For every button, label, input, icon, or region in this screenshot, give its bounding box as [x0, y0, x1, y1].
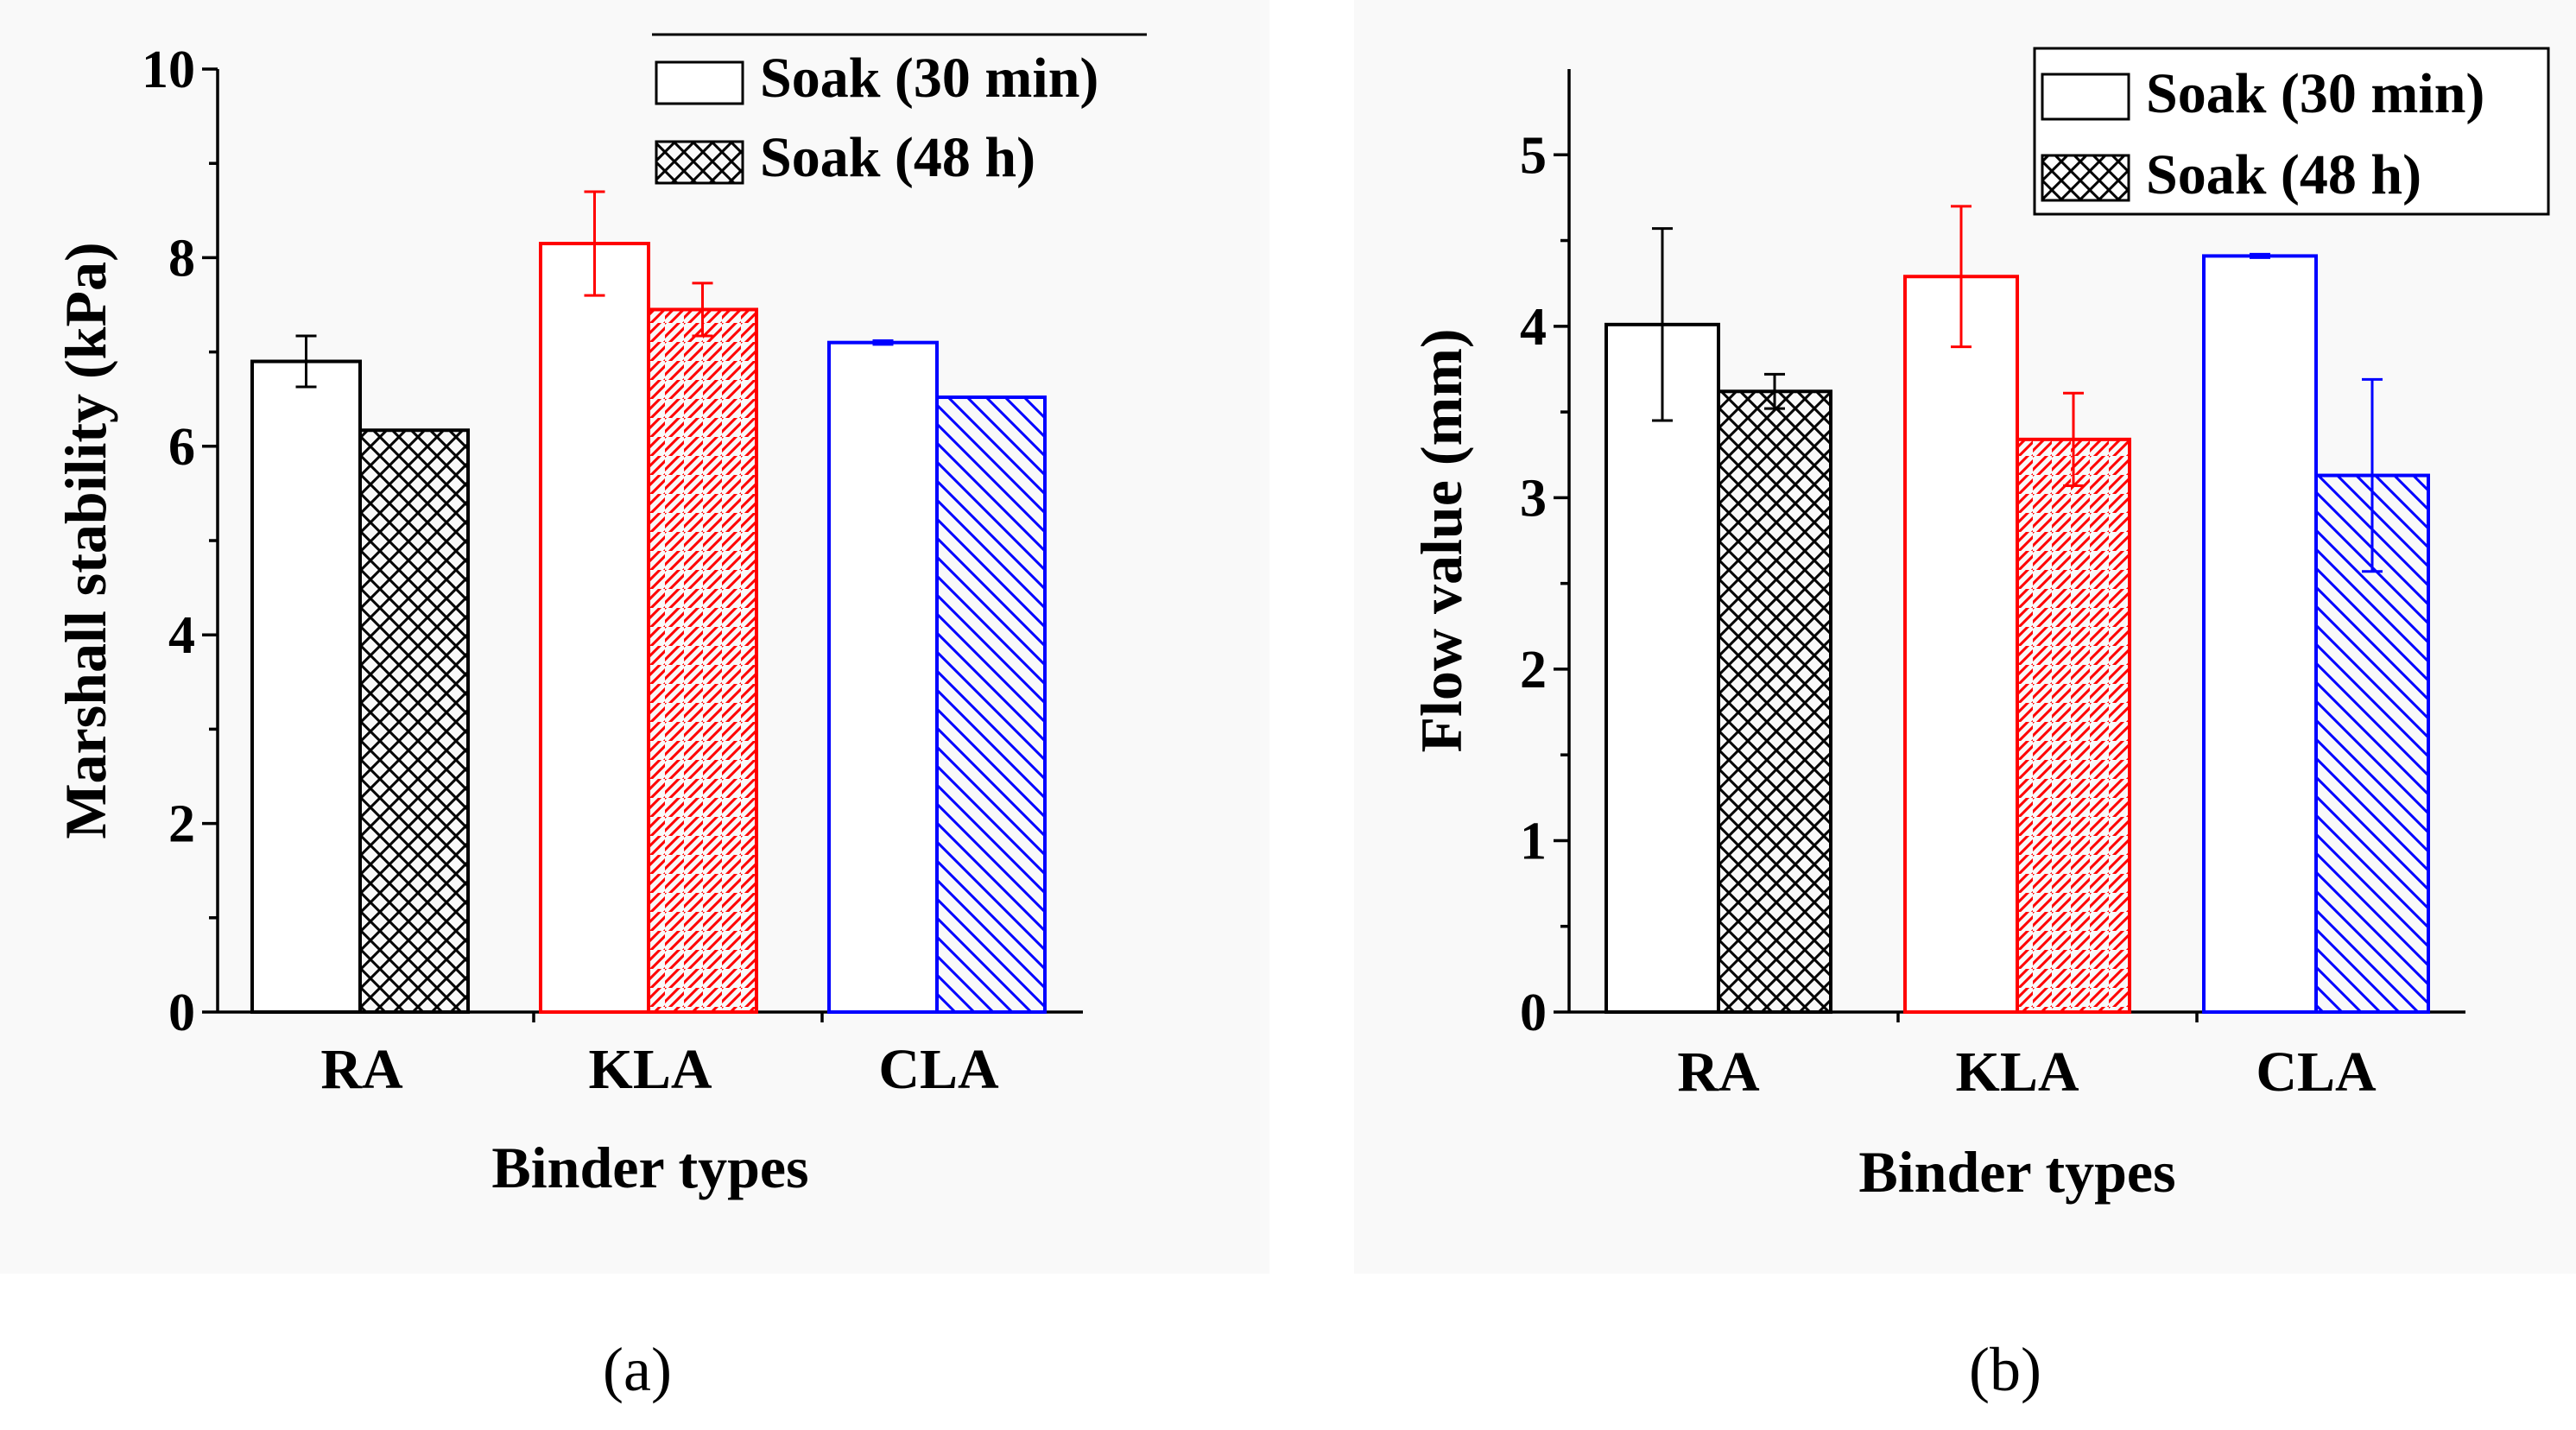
panel-b-flow: 0 1 2 3 4 5 RA KLA CLA Binder types Flow valu…	[1354, 0, 2576, 1274]
bar-ra-30min	[250, 359, 362, 1014]
error-bar-kla-48h	[2063, 391, 2084, 487]
category-label: KLA	[1955, 1041, 2079, 1104]
y-tick-label: 6	[168, 418, 195, 477]
category-label: RA	[1677, 1041, 1760, 1104]
error-bar-kla-30min	[1951, 205, 1972, 349]
panel-a-caption: (a)	[603, 1335, 672, 1404]
category-label: CLA	[878, 1038, 999, 1101]
error-bar-ra-30min	[1652, 227, 1673, 422]
error-bar-ra-30min	[295, 334, 317, 389]
bar-kla-30min	[539, 242, 650, 1014]
panel-a-y-ticks: 0 2 4 6 8 10	[142, 41, 218, 1042]
bar-cla-30min	[2202, 254, 2318, 1014]
legend-swatch-30min	[655, 60, 744, 105]
panel-a-x-ticks	[532, 1012, 824, 1022]
legend-label-48h: Soak (48 h)	[760, 126, 1035, 189]
error-bar-cla-30min	[2250, 252, 2270, 259]
bar-ra-30min	[1604, 322, 1720, 1015]
panel-b-legend: Soak (30 min) Soak (48 h)	[2033, 47, 2550, 216]
panel-a-error-bars	[295, 190, 894, 389]
bar-cla-48h	[935, 395, 1047, 1014]
bar-ra-48h	[1717, 389, 1832, 1014]
panel-a-bars	[250, 242, 1047, 1014]
bar-cla-30min	[827, 340, 939, 1014]
bar-kla-48h	[647, 307, 758, 1014]
category-label: RA	[320, 1038, 403, 1101]
y-tick-label: 0	[168, 984, 195, 1042]
error-bar-kla-30min	[584, 190, 605, 297]
panel-b-error-bars	[1652, 205, 2383, 573]
error-bar-ra-48h	[1764, 372, 1785, 410]
bar-kla-48h	[2016, 437, 2131, 1015]
y-tick-label: 1	[1520, 812, 1547, 870]
legend-label-30min: Soak (30 min)	[2146, 62, 2484, 125]
bar-ra-48h	[358, 428, 470, 1014]
y-axis-title: Flow value (mm)	[1408, 328, 1474, 752]
y-tick-label: 5	[1520, 126, 1547, 185]
panel-a-category-labels: RA KLA CLA	[320, 1038, 999, 1101]
panel-a-stability: 0 2 4 6 8 10 RA KLA CLA Binder types Marshall…	[0, 0, 1269, 1274]
panel-b-x-ticks	[1896, 1012, 2199, 1022]
y-tick-label: 3	[1520, 469, 1547, 528]
y-tick-label: 8	[168, 229, 195, 288]
y-tick-label: 2	[1520, 641, 1547, 699]
legend-swatch-48h	[655, 140, 744, 185]
error-bar-cla-30min	[872, 339, 894, 346]
x-axis-title: Binder types	[1858, 1139, 2175, 1205]
y-tick-label: 0	[1520, 984, 1547, 1042]
y-tick-label: 2	[168, 795, 195, 854]
error-bar-cla-48h	[2362, 377, 2383, 573]
x-axis-title: Binder types	[491, 1135, 808, 1200]
legend-label-30min: Soak (30 min)	[760, 47, 1098, 110]
bar-kla-30min	[1903, 275, 2019, 1014]
category-label: CLA	[2256, 1041, 2377, 1104]
panel-b-caption: (b)	[1969, 1335, 2041, 1404]
panel-b-category-labels: RA KLA CLA	[1677, 1041, 2377, 1104]
y-tick-label: 4	[1520, 298, 1547, 357]
y-tick-label: 10	[142, 41, 195, 99]
y-axis-title: Marshall stability (kPa)	[53, 242, 118, 838]
category-label: KLA	[588, 1038, 712, 1101]
panel-a-legend: Soak (30 min) Soak (48 h)	[652, 33, 1147, 189]
legend-swatch-48h	[2041, 154, 2130, 202]
legend-label-48h: Soak (48 h)	[2146, 143, 2421, 206]
y-tick-label: 4	[168, 606, 195, 665]
panel-b-bars	[1604, 254, 2430, 1015]
error-bar-kla-48h	[692, 282, 713, 338]
legend-swatch-30min	[2041, 73, 2130, 121]
panel-b-y-ticks: 0 1 2 3 4 5	[1520, 126, 1569, 1042]
